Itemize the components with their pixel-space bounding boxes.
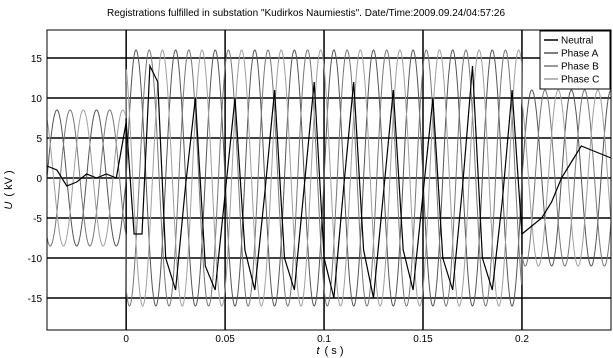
- y-tick-label: 10: [31, 94, 43, 105]
- x-tick-label: 0.1: [317, 334, 331, 345]
- series-line-neutral: [46, 63, 612, 299]
- y-tick-label: -15: [28, 294, 43, 305]
- chart-title: Registrations fulfilled in substation "K…: [107, 8, 505, 19]
- legend-label: Neutral: [561, 36, 593, 47]
- x-tick-label: 0.05: [215, 334, 235, 345]
- x-axis-label: t( s ): [316, 345, 343, 357]
- legend-label: Phase C: [561, 75, 599, 86]
- plot-frame: [46, 29, 612, 331]
- y-tick-label: -5: [33, 214, 42, 225]
- series-line-phase-b: [46, 49, 612, 307]
- legend: Neutral Phase A Phase B Phase C: [539, 30, 611, 90]
- y-tick-label: 5: [36, 134, 42, 145]
- y-axis-label: U( kV ): [3, 170, 15, 209]
- ticks: -15 -10 -5 0 5 10 15 0 0.05 0.1 0.15 0.2: [28, 54, 530, 345]
- x-tick-label: 0: [123, 334, 129, 345]
- y-tick-label: -10: [28, 254, 43, 265]
- y-tick-label: 15: [31, 54, 43, 65]
- legend-label: Phase B: [561, 62, 599, 73]
- series-layer: [46, 49, 612, 307]
- y-tick-label: 0: [36, 174, 42, 185]
- legend-label: Phase A: [561, 49, 599, 60]
- x-tick-label: 0.2: [515, 334, 529, 345]
- series-line-phase-a: [46, 49, 612, 307]
- series-line-phase-c: [46, 49, 612, 307]
- x-tick-label: 0.15: [413, 334, 433, 345]
